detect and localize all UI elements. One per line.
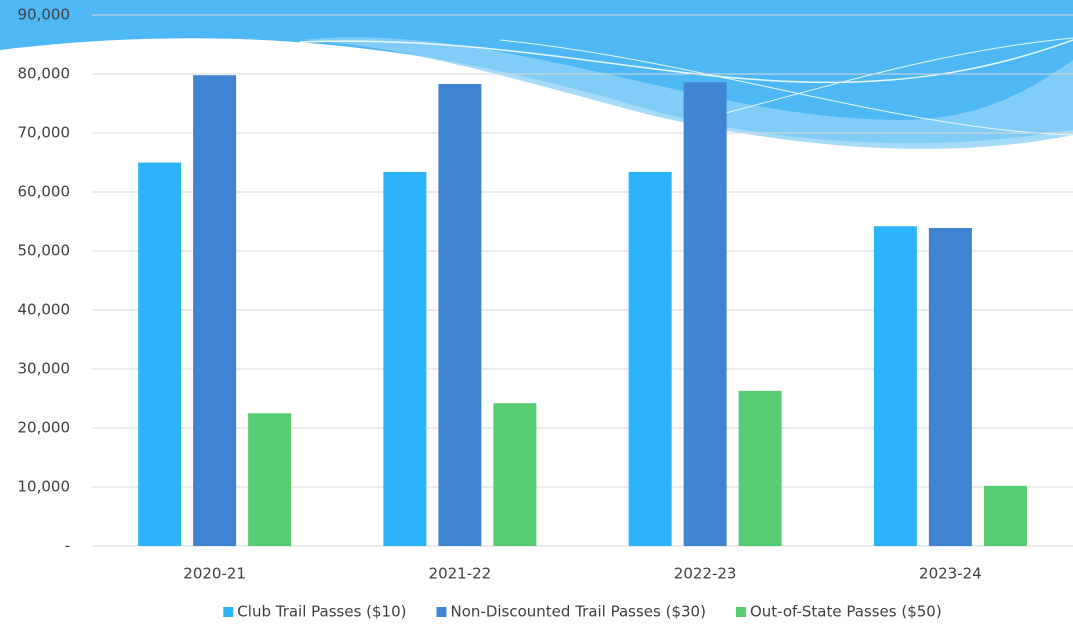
bar bbox=[983, 485, 1027, 546]
y-tick-label: 40,000 bbox=[18, 301, 71, 319]
bar bbox=[493, 403, 537, 546]
y-tick-label: - bbox=[65, 537, 70, 555]
bar bbox=[738, 390, 782, 546]
y-tick-label: 10,000 bbox=[18, 478, 71, 496]
x-tick-label: 2021-22 bbox=[429, 565, 492, 583]
y-tick-label: 90,000 bbox=[18, 6, 71, 24]
bar bbox=[438, 84, 482, 546]
legend-label: Out-of-State Passes ($50) bbox=[750, 603, 942, 621]
legend-swatch bbox=[735, 607, 746, 617]
bar bbox=[138, 162, 182, 546]
legend-label: Non-Discounted Trail Passes ($30) bbox=[451, 603, 706, 621]
legend-label: Club Trail Passes ($10) bbox=[237, 603, 406, 621]
bar bbox=[248, 413, 292, 546]
x-tick-label: 2023-24 bbox=[919, 565, 982, 583]
y-tick-label: 50,000 bbox=[18, 242, 71, 260]
y-tick-label: 60,000 bbox=[18, 183, 71, 201]
x-tick-label: 2022-23 bbox=[674, 565, 737, 583]
y-tick-label: 20,000 bbox=[18, 419, 71, 437]
bar bbox=[383, 171, 427, 546]
bar bbox=[683, 82, 727, 546]
bar bbox=[193, 75, 237, 547]
legend-swatch bbox=[223, 607, 234, 617]
bar bbox=[628, 171, 672, 546]
legend-swatch bbox=[436, 607, 447, 617]
y-tick-label: 30,000 bbox=[18, 360, 71, 378]
y-tick-label: 80,000 bbox=[18, 65, 71, 83]
x-tick-label: 2020-21 bbox=[183, 565, 246, 583]
bar bbox=[928, 227, 972, 547]
y-tick-label: 70,000 bbox=[18, 124, 71, 142]
bar bbox=[873, 226, 917, 546]
